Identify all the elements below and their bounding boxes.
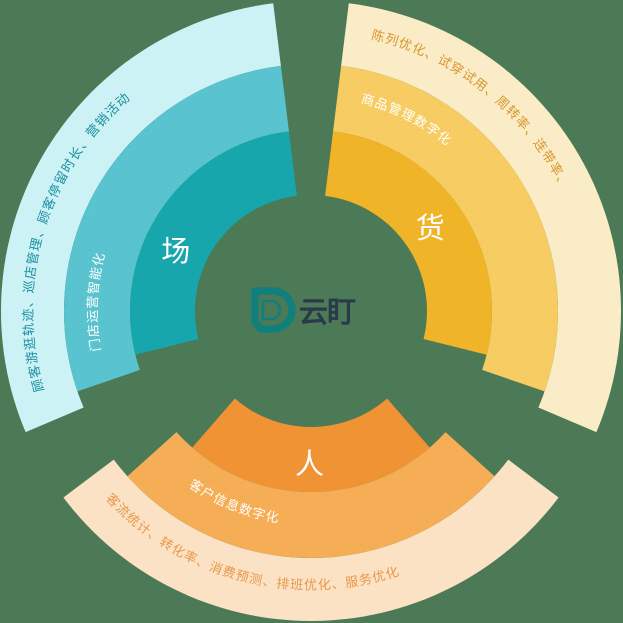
svg-text:云盯: 云盯 (299, 297, 356, 329)
svg-text:人: 人 (295, 449, 324, 481)
svg-text:货: 货 (416, 212, 445, 245)
svg-text:场: 场 (161, 236, 190, 268)
